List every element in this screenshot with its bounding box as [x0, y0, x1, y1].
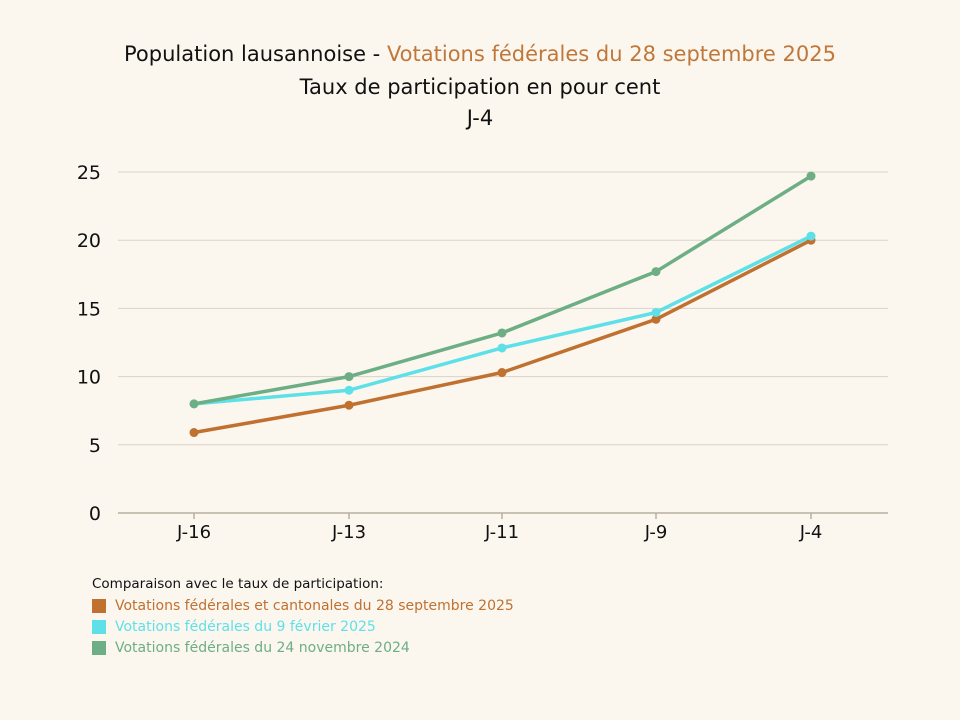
series-1-point: [344, 400, 354, 410]
legend-title: Comparaison avec le taux de participatio…: [92, 576, 384, 592]
series-3-point: [806, 171, 816, 181]
y-tick-label: 0: [89, 503, 101, 525]
series-2-point: [344, 385, 354, 395]
legend-label: Votations fédérales du 24 novembre 2024: [115, 639, 410, 656]
y-tick-label: 15: [77, 298, 101, 320]
chart-title-highlight: Votations fédérales du 28 septembre 2025: [386, 42, 836, 66]
y-tick-label: 5: [89, 435, 101, 457]
series-3-point: [651, 267, 661, 277]
series-3-point: [344, 372, 354, 382]
series-1-point: [497, 368, 507, 378]
series-1-point: [189, 428, 199, 438]
legend: Comparaison avec le taux de participatio…: [92, 576, 514, 658]
series-2-point: [806, 231, 816, 241]
legend-item-1: Votations fédérales et cantonales du 28 …: [92, 595, 514, 616]
legend-items: Votations fédérales et cantonales du 28 …: [92, 595, 514, 658]
series-line-2: [192, 234, 813, 406]
x-tick-label: J-13: [331, 522, 366, 543]
x-tick-label: J-4: [799, 522, 823, 543]
x-tick-label: J-11: [484, 522, 519, 543]
legend-swatch: [92, 598, 106, 613]
chart-subtitle: Taux de participation en pour cent: [299, 75, 661, 99]
chart-title: Population lausannoise - Votations fédér…: [0, 42, 960, 66]
series-2-point: [497, 343, 507, 353]
legend-item-2: Votations fédérales du 9 février 2025: [92, 616, 514, 637]
legend-swatch: [92, 619, 106, 634]
series-1-point: [651, 314, 661, 324]
x-tick-label: J-16: [176, 522, 211, 543]
series-2-point: [651, 307, 661, 317]
legend-label: Votations fédérales et cantonales du 28 …: [115, 597, 514, 614]
chart-title-prefix: Population lausannoise -: [124, 42, 387, 66]
x-tick-label: J-9: [644, 522, 668, 543]
y-tick-label: 20: [77, 230, 101, 252]
series-3-point: [189, 399, 199, 409]
y-tick-label: 10: [77, 367, 101, 389]
legend-item-3: Votations fédérales du 24 novembre 2024: [92, 637, 514, 658]
y-tick-label: 25: [77, 162, 101, 184]
legend-label: Votations fédérales du 9 février 2025: [115, 618, 376, 635]
legend-swatch: [92, 640, 106, 655]
chart-day-label: J-4: [466, 106, 494, 130]
series-3-point: [497, 328, 507, 338]
